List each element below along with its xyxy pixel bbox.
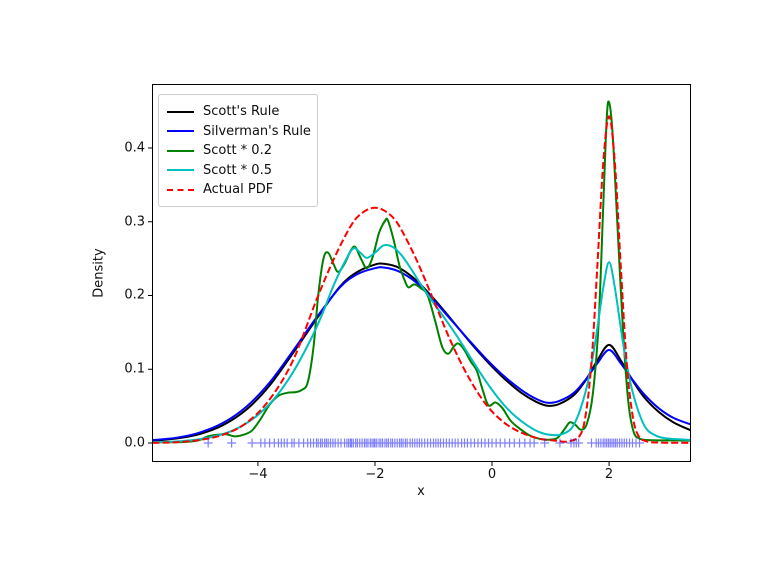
legend-line-sample: [167, 188, 194, 191]
legend: Scott's Rule Silverman's Rule Scott * 0.…: [158, 94, 318, 207]
y-tick-label-0: 0.0: [124, 435, 145, 451]
tick-marks: [148, 147, 610, 466]
legend-line-sample: [167, 110, 194, 113]
legend-line-sample: [167, 169, 194, 172]
legend-item-label: Scott's Rule: [203, 104, 280, 120]
legend-item-scott-0-5: Scott * 0.5: [167, 161, 309, 181]
y-tick-label-4: 0.4: [124, 140, 145, 156]
x-tick-label-1: −2: [365, 467, 385, 482]
legend-item-scotts-rule: Scott's Rule: [167, 102, 309, 122]
rug-marks: [203, 438, 644, 448]
curve-silverman-s-rule: [152, 266, 691, 442]
y-tick-label-3: 0.3: [124, 214, 145, 230]
density-curves: [152, 100, 691, 444]
legend-line-sample: [167, 149, 194, 152]
x-axis-label: x: [417, 484, 425, 499]
axes-frame: [152, 84, 691, 462]
y-axis-label: Density: [91, 248, 107, 298]
legend-item-silvermans-rule: Silverman's Rule: [167, 122, 311, 142]
curve-scott-0-2: [152, 100, 691, 444]
legend-item-label: Scott * 0.5: [203, 162, 272, 178]
legend-item-label: Scott * 0.2: [203, 143, 272, 159]
curve-actual-pdf: [152, 115, 691, 444]
y-tick-label-2: 0.2: [124, 287, 145, 303]
legend-item-label: Actual PDF: [203, 182, 274, 198]
y-tick-label-1: 0.1: [124, 361, 145, 377]
legend-item-scott-0-2: Scott * 0.2: [167, 141, 309, 161]
x-tick-label-0: −4: [248, 467, 268, 482]
curve-scott-0-5: [152, 243, 691, 444]
legend-item-label: Silverman's Rule: [203, 123, 311, 139]
x-tick-label-3: 2: [604, 467, 614, 482]
x-tick-label-2: 0: [487, 467, 497, 482]
legend-item-actual-pdf: Actual PDF: [167, 180, 309, 200]
legend-line-sample: [167, 130, 194, 133]
